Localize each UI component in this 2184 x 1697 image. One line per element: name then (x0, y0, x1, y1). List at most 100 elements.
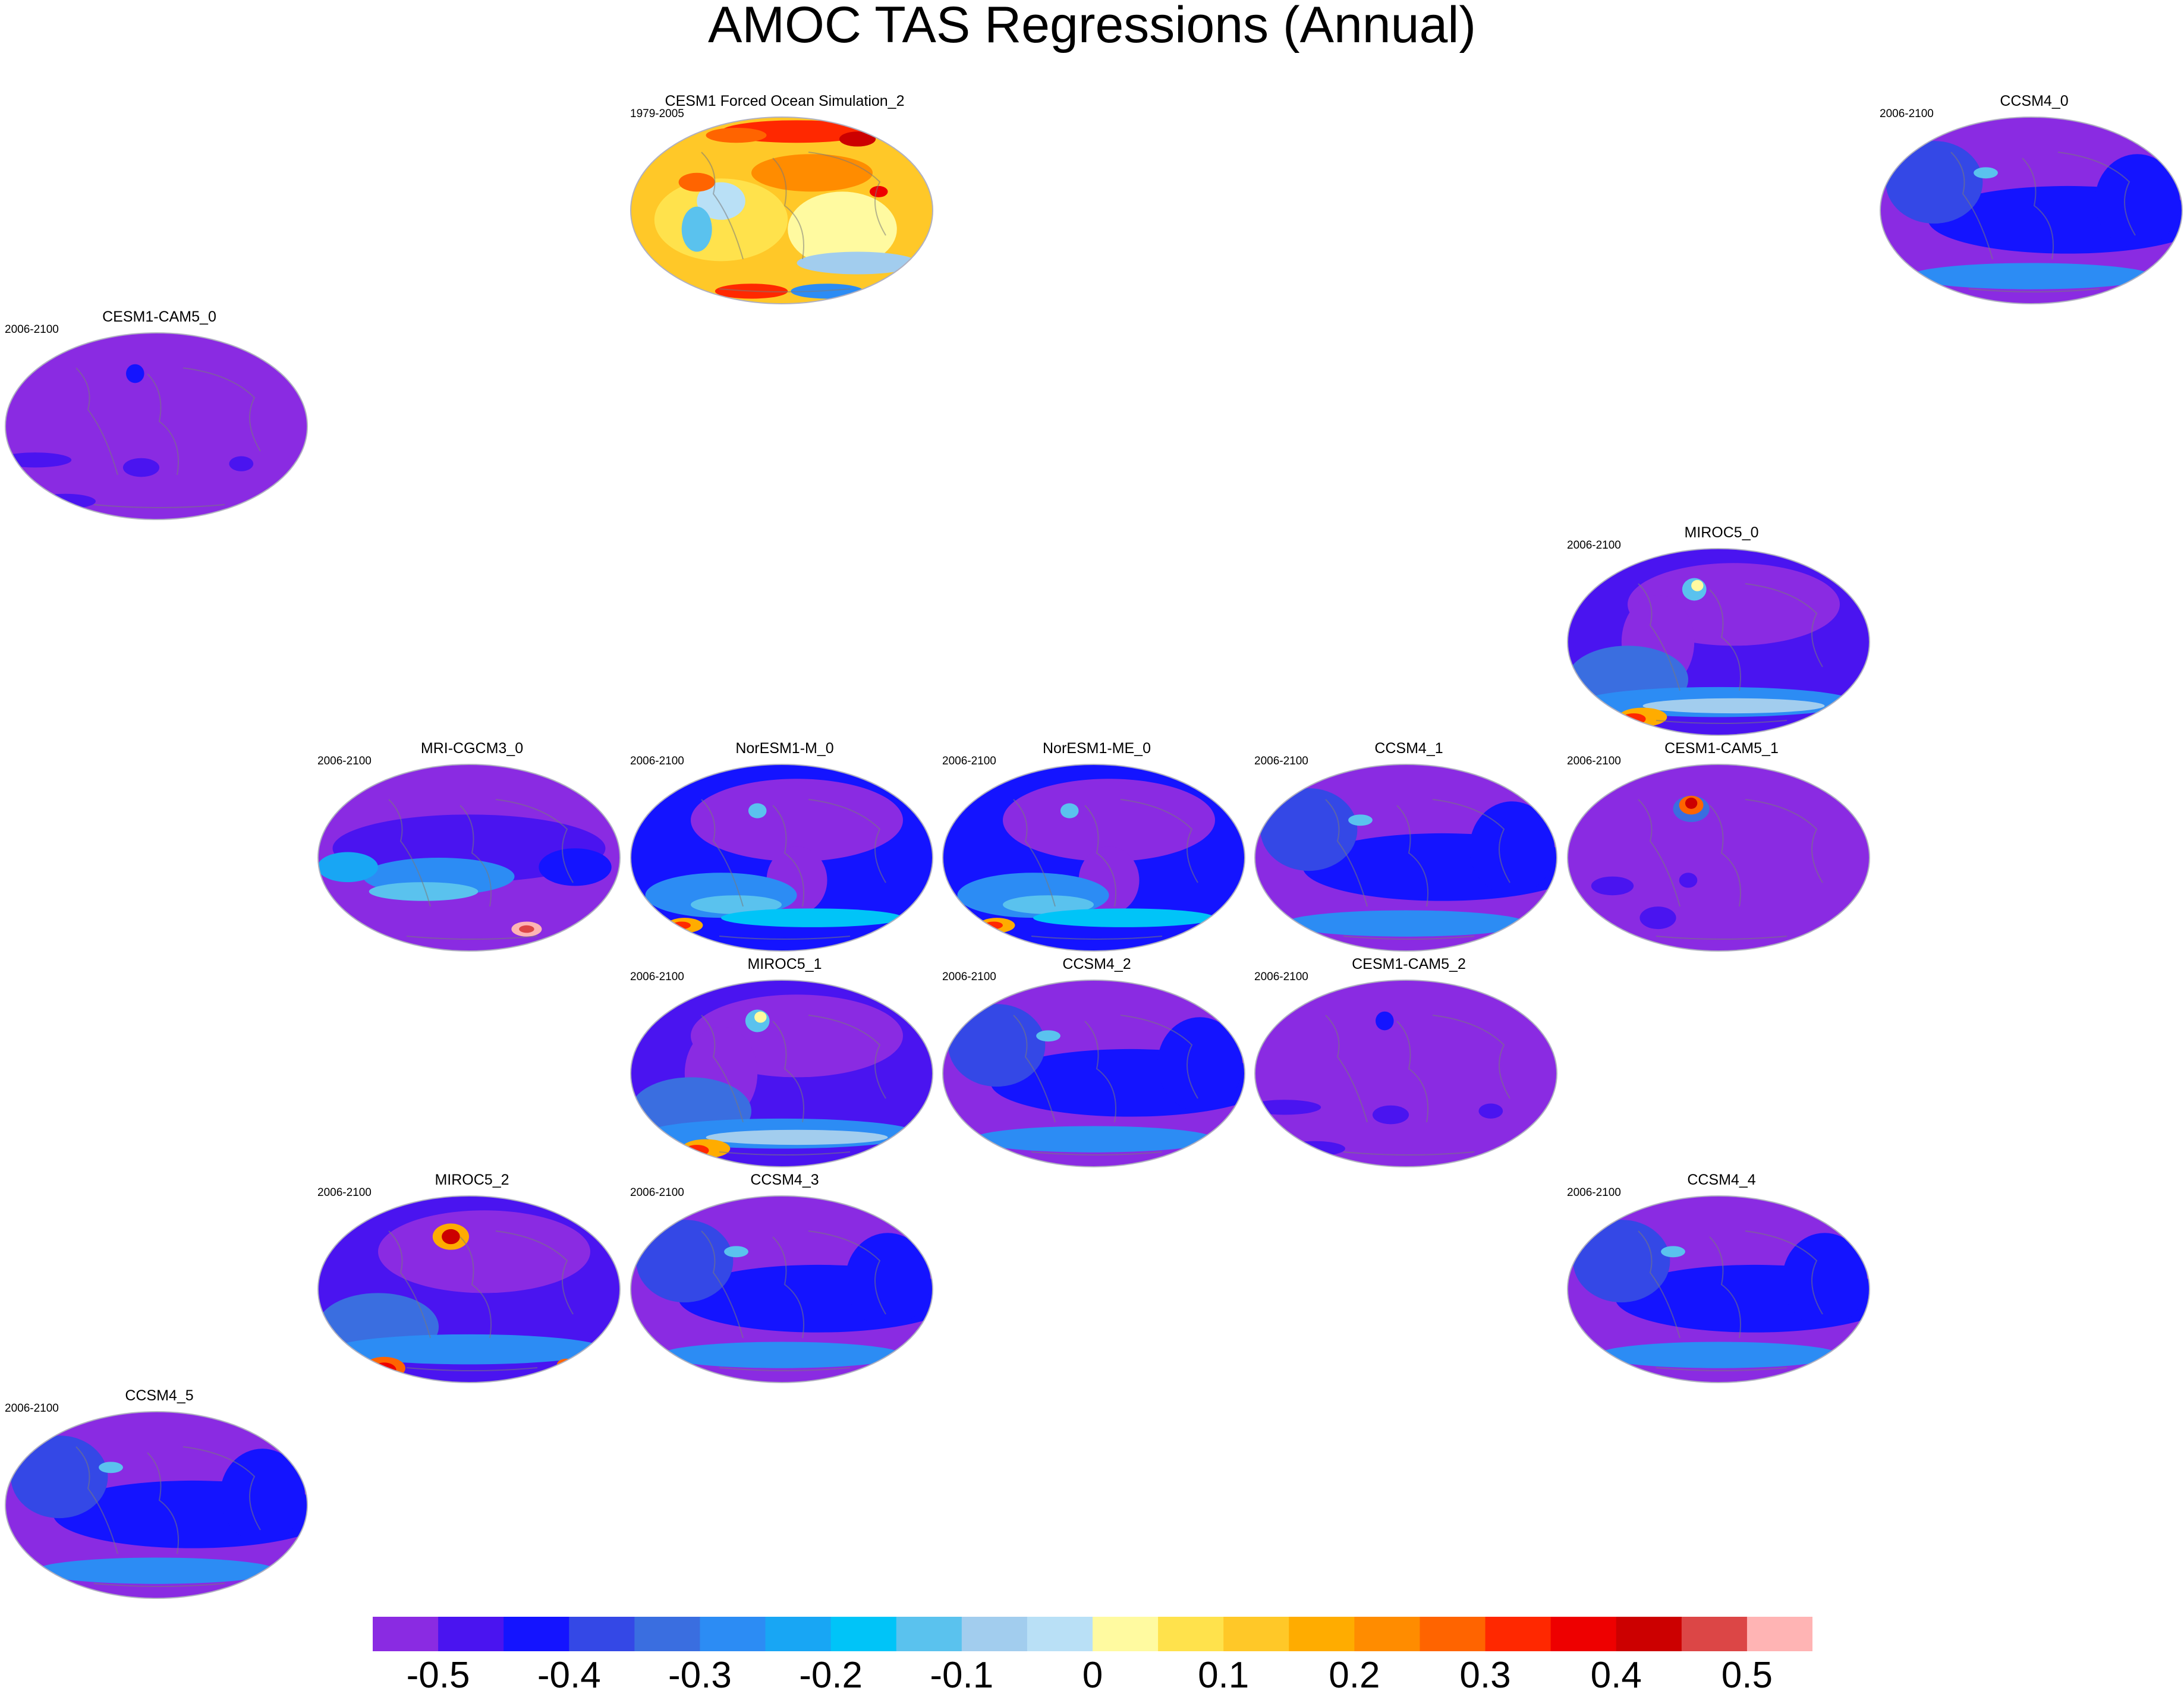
anomaly-region (1910, 263, 2152, 289)
panel-period: 2006-2100 (1254, 755, 1308, 767)
anomaly-region (1591, 876, 1634, 896)
coastline (388, 1230, 574, 1371)
colorbar-swatch (765, 1617, 832, 1651)
anomaly-region (539, 848, 612, 886)
anomaly-region (442, 1229, 460, 1245)
coastline (1638, 1230, 1823, 1371)
coastline (701, 152, 886, 292)
colorbar-swatch (700, 1617, 766, 1651)
anomaly-region (1033, 908, 1215, 927)
coastline (1013, 1015, 1198, 1156)
panel-period: 2006-2100 (630, 755, 684, 767)
panel-period: 2006-2100 (630, 1186, 684, 1199)
colorbar-swatch (503, 1617, 569, 1651)
panel-period: 2006-2100 (5, 323, 59, 336)
map-fill (1568, 764, 1870, 951)
panel-period: 2006-2100 (317, 755, 372, 767)
colorbar-tick-label: -0.1 (930, 1655, 994, 1696)
anomaly-region (678, 172, 715, 192)
map-panel: CCSM4_1 2006-2100 (1254, 740, 1563, 960)
coastline (701, 1015, 886, 1156)
anomaly-region (369, 882, 479, 901)
colorbar (373, 1617, 1812, 1651)
coastline (701, 799, 886, 940)
world-map (317, 764, 621, 952)
colorbar-swatch (1746, 1617, 1812, 1651)
world-map (942, 764, 1245, 952)
colorbar-swatch (1354, 1617, 1420, 1651)
map-panel: CESM1-CAM5_0 2006-2100 (5, 308, 314, 528)
panel-period: 2006-2100 (630, 971, 684, 983)
figure-title: AMOC TAS Regressions (Annual) (707, 0, 1477, 53)
anomaly-region (220, 1449, 305, 1543)
map-outline (942, 764, 1245, 952)
anomaly-region (35, 1557, 278, 1584)
anomaly-region (229, 456, 254, 471)
map-panel: MRI-CGCM3_0 2006-2100 (317, 740, 627, 960)
anomaly-region (845, 1233, 930, 1327)
map-panel: CESM1 Forced Ocean Simulation_2 1979-2005 (630, 93, 939, 313)
anomaly-region (1036, 1030, 1060, 1042)
colorbar-tick-label: -0.5 (406, 1655, 470, 1696)
world-map (630, 980, 933, 1167)
panel-title: CCSM4_1 (1374, 740, 1443, 757)
anomaly-region (1642, 698, 1825, 714)
panel-period: 2006-2100 (942, 971, 996, 983)
map-panel: CCSM4_5 2006-2100 (5, 1387, 314, 1607)
colorbar-swatch (569, 1617, 635, 1651)
world-map (1254, 980, 1557, 1167)
colorbar-swatch (1158, 1617, 1224, 1651)
panel-title: MIROC5_1 (747, 956, 822, 972)
anomaly-region (1260, 788, 1358, 871)
anomaly-region (1679, 873, 1698, 888)
anomaly-region (797, 251, 918, 275)
anomaly-region (332, 1334, 606, 1365)
colorbar-swatch (438, 1617, 504, 1651)
colorbar-swatch (1681, 1617, 1748, 1651)
map-panel: MIROC5_1 2006-2100 (630, 956, 939, 1176)
coastline (1638, 583, 1823, 724)
coastline (1325, 799, 1510, 940)
colorbar-swatch (896, 1617, 962, 1651)
panel-period: 2006-2100 (1880, 108, 1934, 120)
map-outline (1567, 1195, 1870, 1383)
map-panel: CCSM4_3 2006-2100 (630, 1172, 939, 1391)
colorbar-tick-label: 0.4 (1590, 1655, 1642, 1696)
coastline (1013, 799, 1198, 940)
anomaly-region (1782, 1233, 1867, 1327)
colorbar-tick-label: 0.3 (1459, 1655, 1511, 1696)
map-outline (317, 764, 621, 952)
anomaly-region (1597, 1342, 1840, 1368)
panel-title: MIROC5_0 (1684, 524, 1759, 541)
colorbar-swatch (373, 1617, 439, 1651)
anomaly-region (519, 925, 534, 933)
colorbar-tick-label: -0.4 (537, 1655, 601, 1696)
coastline (75, 367, 261, 508)
world-map (1254, 764, 1557, 952)
anomaly-region (2095, 154, 2180, 248)
panel-period: 2006-2100 (5, 1402, 59, 1415)
anomaly-region (1974, 167, 1998, 179)
map-panel: NorESM1-M_0 2006-2100 (630, 740, 939, 960)
map-fill (1255, 980, 1557, 1167)
coastline (75, 1446, 261, 1587)
colorbar-swatch (1550, 1617, 1617, 1651)
anomaly-region (1060, 803, 1079, 818)
map-panel: CESM1-CAM5_1 2006-2100 (1567, 740, 1876, 960)
world-map (1567, 764, 1870, 952)
map-panel: CCSM4_0 2006-2100 (1880, 93, 2184, 313)
world-map (317, 1195, 621, 1383)
anomaly-region (788, 191, 897, 267)
map-panel: NorESM1-ME_0 2006-2100 (942, 740, 1251, 960)
colorbar-swatch (634, 1617, 700, 1651)
anomaly-region (691, 779, 903, 862)
panel-period: 2006-2100 (1567, 755, 1621, 767)
anomaly-region (1886, 141, 1983, 224)
map-outline (630, 117, 933, 304)
panel-title: CCSM4_4 (1687, 1172, 1756, 1188)
panel-title: NorESM1-ME_0 (1043, 740, 1151, 757)
anomaly-region (126, 364, 144, 383)
world-map (630, 117, 933, 304)
anomaly-region (751, 154, 873, 192)
panel-title: CESM1 Forced Ocean Simulation_2 (665, 93, 905, 109)
